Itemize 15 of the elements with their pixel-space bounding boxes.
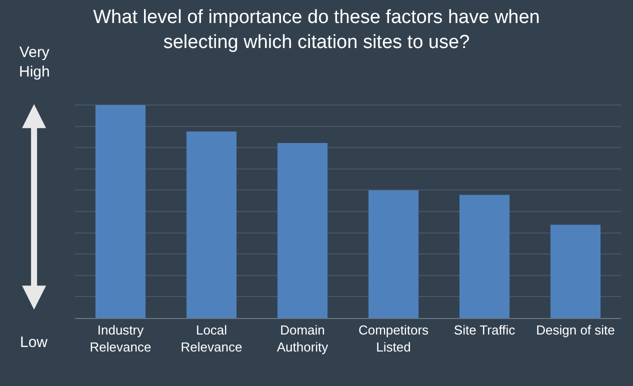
text: Very High (19, 44, 50, 80)
bar (368, 190, 419, 318)
bar (186, 131, 237, 318)
bar (95, 105, 146, 318)
bar (550, 224, 601, 318)
bar (277, 142, 328, 318)
x-tick-label: Domain Authority (276, 322, 329, 354)
x-tick-label: Industry Relevance (90, 322, 152, 354)
text: Low (20, 334, 48, 351)
x-tick-label: Local Relevance (180, 322, 242, 354)
x-tick-label: Design of site (536, 322, 615, 338)
chart-title: What level of importance do these factors have when selecting which citation sites to use? (93, 7, 540, 53)
x-tick-label: Competitors Listed (358, 322, 430, 354)
bar (459, 194, 510, 318)
x-tick-label: Site Traffic (454, 322, 516, 338)
